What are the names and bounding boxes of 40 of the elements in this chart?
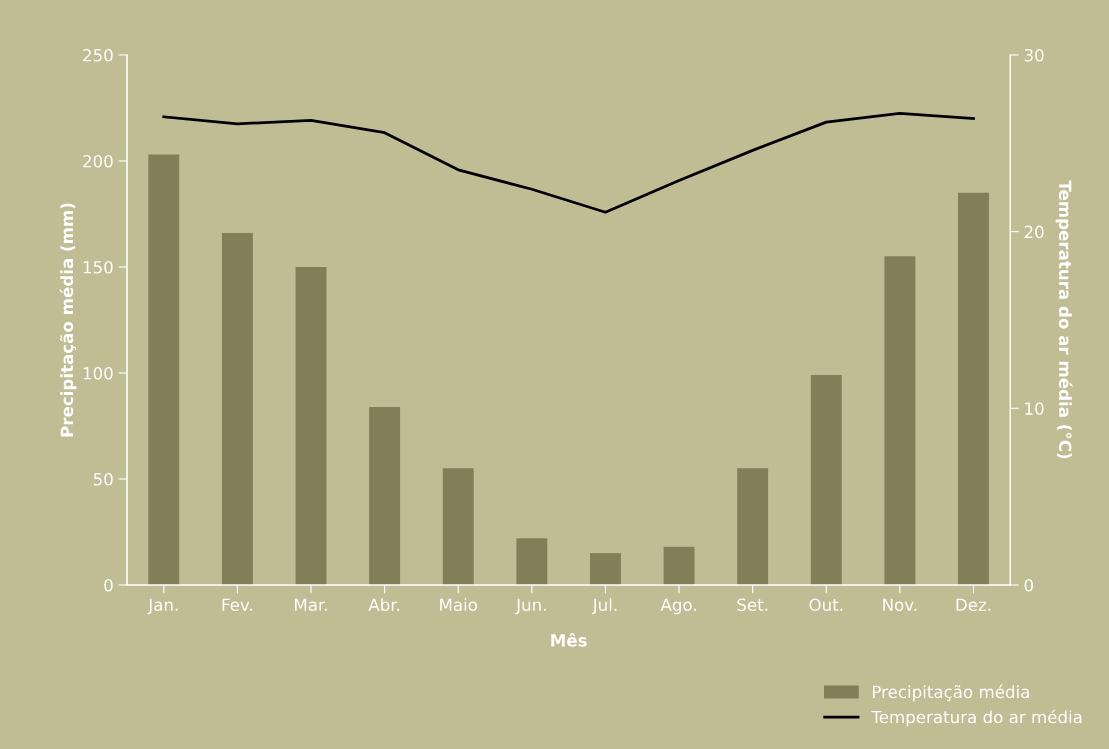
bar — [516, 538, 548, 585]
y-axis-title: Precipitação média (mm) — [59, 203, 77, 437]
bar — [369, 406, 401, 585]
x-tick-label: Abr. — [368, 598, 400, 612]
bar — [295, 266, 327, 585]
x-tick-label: Mar. — [295, 598, 327, 612]
y-tick-label: 200 — [83, 154, 113, 168]
x-tick-label: Fev. — [222, 598, 252, 612]
bar — [442, 468, 474, 585]
x-tick-label: Ago. — [660, 598, 696, 615]
y2-tick-label: 20 — [1024, 225, 1044, 239]
bar — [810, 375, 842, 585]
line-series — [162, 111, 975, 214]
bar — [589, 553, 621, 585]
x-tick-label: Out. — [809, 598, 843, 612]
x-tick-label: Jun. — [515, 598, 546, 615]
bar — [148, 154, 180, 585]
y-tick-label: 100 — [83, 366, 113, 380]
y-tick-label: 0 — [104, 578, 113, 592]
x-tick-label: Jan. — [147, 598, 178, 615]
legend-label: Temperatura do ar média — [871, 709, 1082, 727]
y-tick-label: 150 — [83, 260, 113, 274]
x-tick-label: Maio — [440, 598, 478, 612]
y-tick-label: 50 — [93, 472, 113, 486]
y2-tick-label: 0 — [1024, 578, 1033, 592]
bar — [958, 192, 989, 585]
legend-label: Precipitação média — [873, 684, 1029, 702]
y-tick-label: 250 — [83, 48, 113, 62]
x-tick-label: Jul. — [591, 598, 617, 615]
x-tick-label: Dez. — [956, 598, 991, 612]
x-tick-label: Nov. — [883, 598, 917, 612]
x-axis-title: Mês — [551, 633, 587, 647]
y2-axis-title: Temperatura do ar média (°C) — [1055, 180, 1073, 459]
bar — [737, 468, 769, 585]
y2-tick-label: 30 — [1024, 48, 1044, 62]
bar — [663, 546, 695, 585]
x-tick-label: Set. — [737, 598, 768, 612]
bar — [221, 233, 253, 585]
y2-tick-label: 10 — [1025, 402, 1044, 415]
bar — [884, 256, 916, 585]
